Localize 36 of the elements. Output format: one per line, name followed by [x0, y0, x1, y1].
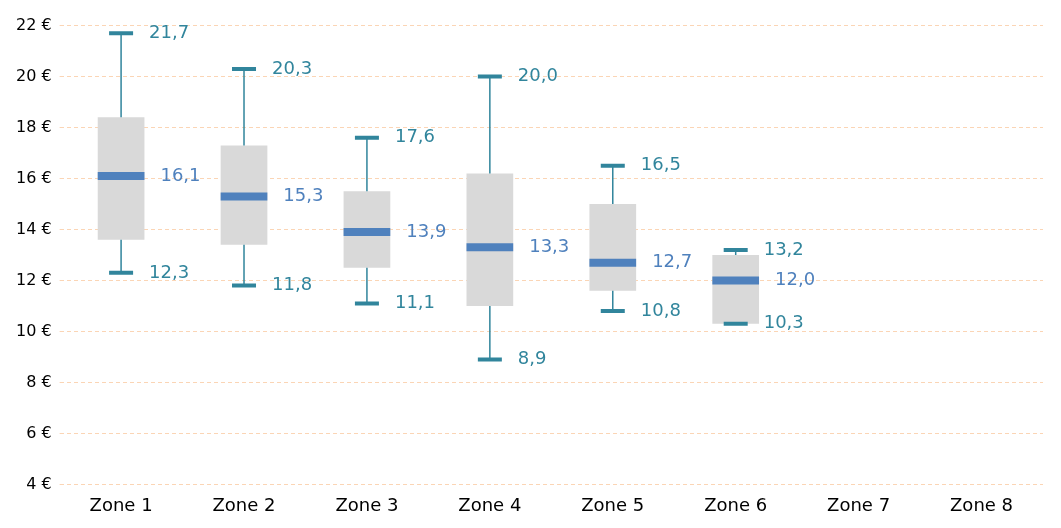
annotation: 17,6 [394, 125, 436, 147]
annotation: 12,7 [652, 250, 693, 272]
x-tick-label: Zone 2 [212, 493, 276, 515]
annotation: 15,3 [283, 184, 324, 206]
annotation: 20,0 [517, 64, 558, 86]
y-tick-label: 22 € [16, 14, 52, 34]
x-tick-label: Zone 5 [581, 493, 645, 515]
y-tick-label: 10 € [16, 320, 52, 340]
annotation: 20,3 [272, 56, 313, 78]
x-tick-label: Zone 6 [704, 493, 768, 515]
y-tick-label: 18 € [16, 116, 52, 136]
annotation: 11,8 [272, 273, 313, 295]
y-tick-label: 12 € [16, 269, 52, 289]
y-tick-label: 4 € [26, 473, 52, 493]
x-tick-label: Zone 7 [827, 493, 891, 515]
annotation: 13,3 [529, 235, 570, 257]
annotation: 21,7 [149, 20, 190, 42]
annotation: 16,5 [640, 153, 681, 175]
annotation: 12,0 [775, 268, 816, 290]
y-tick-label: 20 € [16, 65, 52, 85]
y-tick-label: 8 € [26, 371, 52, 391]
annotation: 11,1 [394, 291, 436, 313]
annotation: 8,9 [517, 347, 547, 369]
annotation: 12,3 [149, 260, 190, 282]
annotation: 13,9 [406, 219, 447, 241]
y-tick-label: 14 € [16, 218, 52, 238]
x-tick-label: Zone 1 [89, 493, 153, 515]
annotation: 13,2 [763, 237, 804, 259]
x-tick-label: Zone 4 [458, 493, 522, 515]
annotation: 16,1 [160, 163, 201, 185]
x-tick-label: Zone 3 [335, 493, 399, 515]
y-tick-label: 16 € [16, 167, 52, 187]
x-tick-label: Zone 8 [950, 493, 1014, 515]
annotation: 10,3 [763, 311, 804, 333]
annotation: 10,8 [640, 298, 681, 320]
y-tick-label: 6 € [26, 422, 52, 442]
